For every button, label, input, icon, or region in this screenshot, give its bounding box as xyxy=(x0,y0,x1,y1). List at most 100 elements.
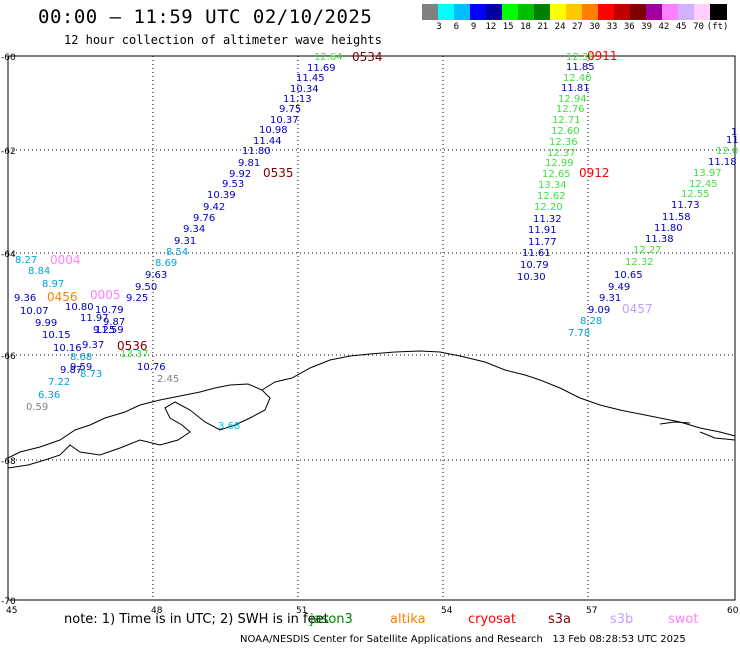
graticule xyxy=(8,56,735,600)
pass-id-label: 0005 xyxy=(90,288,121,302)
wave-height-label: 9.36 xyxy=(14,293,36,304)
wave-height-label: 12.36 xyxy=(549,137,578,148)
wave-height-label: 10.65 xyxy=(614,270,643,281)
legend-item-s3a: s3a xyxy=(548,612,572,627)
lon-label: 48 xyxy=(151,606,163,616)
lat-label: -62 xyxy=(1,147,16,157)
wave-height-label: 8.68 xyxy=(70,352,92,363)
wave-height-label: 11.59 xyxy=(95,325,124,336)
wave-height-label: 11.32 xyxy=(533,214,562,225)
wave-height-label: 11.91 xyxy=(528,225,557,236)
scale-swatch xyxy=(630,4,647,20)
scale-swatch xyxy=(518,4,535,20)
scale-swatch xyxy=(470,4,487,20)
scale-label: (ft) xyxy=(706,22,729,32)
wave-height-label: 9.25 xyxy=(93,325,115,336)
wave-height-label: 9.34 xyxy=(183,224,205,235)
wave-height-label: 9.87 xyxy=(60,365,82,376)
pass-id-label: 0456 xyxy=(47,290,78,304)
scale-swatch xyxy=(614,4,631,20)
wave-height-label: 9.76 xyxy=(193,213,215,224)
wave-height-label: 10.79 xyxy=(95,305,124,316)
map-title: 00:00 – 11:59 UTC 02/10/2025 xyxy=(38,6,373,28)
wave-height-label: 11.97 xyxy=(80,313,109,324)
wave-height-label: 9.81 xyxy=(238,158,260,169)
wave-height-label: 9.37 xyxy=(82,340,104,351)
wave-height-label: 12.40 xyxy=(563,73,592,84)
wave-height-label: 12.99 xyxy=(545,158,574,169)
scale-label: 3 xyxy=(436,22,442,32)
wave-height-label: 7.78 xyxy=(568,328,590,339)
wave-height-label: 12.94 xyxy=(558,94,587,105)
wave-height-label: 10.39 xyxy=(207,190,236,201)
wave-height-label: 9.92 xyxy=(229,169,251,180)
wave-height-label: 6.36 xyxy=(38,390,60,401)
footer-credit: NOAA/NESDIS Center for Satellite Applica… xyxy=(240,634,686,645)
lon-label: 60 xyxy=(727,606,739,616)
wave-height-label: 12.20 xyxy=(534,202,563,213)
wave-height-label: 10.07 xyxy=(20,306,49,317)
scale-swatch xyxy=(582,4,599,20)
wave-height-label: 12.32 xyxy=(625,257,654,268)
wave-height-label: 13.97 xyxy=(693,168,722,179)
wave-height-label: 10.98 xyxy=(259,125,288,136)
wave-height-label: 2.45 xyxy=(157,374,179,385)
pass-id-label: 0912 xyxy=(579,166,610,180)
wave-height-label: 12.64 xyxy=(314,52,343,63)
scale-swatch xyxy=(486,4,503,20)
wave-height-label: 9.31 xyxy=(174,236,196,247)
lon-label: 51 xyxy=(296,606,307,616)
wave-height-label: 9.53 xyxy=(222,179,244,190)
wave-height-label: 9.25 xyxy=(126,293,148,304)
scale-label: 18 xyxy=(520,22,531,32)
wave-height-label: 12.76 xyxy=(556,104,585,115)
legend-item-cryosat: cryosat xyxy=(468,612,516,627)
wave-height-label: 8.54 xyxy=(166,247,188,258)
legend-item-swot: swot xyxy=(668,612,699,627)
wave-height-label: 11.18 xyxy=(708,157,737,168)
wave-height-label: 9.75 xyxy=(279,104,301,115)
wave-height-label: 11.77 xyxy=(528,237,557,248)
scale-label: 21 xyxy=(537,22,549,32)
wave-height-label: 9.50 xyxy=(135,282,157,293)
note-text: note: 1) Time is in UTC; 2) SWH is in fe… xyxy=(64,612,329,627)
pass-id-label: 0004 xyxy=(50,253,81,267)
wave-height-label: 9.63 xyxy=(145,270,167,281)
wave-height-label: 8.69 xyxy=(155,258,177,269)
wave-height-label: 11.81 xyxy=(561,83,590,94)
wave-height-label: 12.0 xyxy=(716,146,738,157)
lat-label: -64 xyxy=(1,250,16,260)
wave-height-label: 12.37 xyxy=(547,148,576,159)
axis-labels: 45 48 51 54 57 60 -60 -62 -64 -66 -68 -70 xyxy=(1,53,739,616)
scale-label: 70 xyxy=(693,22,704,32)
wave-height-label: 9.09 xyxy=(588,305,610,316)
wave-height-label: 12.71 xyxy=(552,115,581,126)
wave-height-label: 11.80 xyxy=(654,223,683,234)
legend-item-altika: altika xyxy=(390,612,426,627)
wave-height-label: 9.99 xyxy=(35,318,57,329)
wave-height-label: 9.87 xyxy=(103,317,125,328)
pass-id-label: 0534 xyxy=(352,50,383,64)
wave-height-label: 12.62 xyxy=(537,191,566,202)
wave-height-label: 11.69 xyxy=(307,63,336,74)
wave-height-label: 11.44 xyxy=(253,136,282,147)
wave-height-label: 8.84 xyxy=(28,266,50,277)
wave-height-label: 13.37 xyxy=(120,349,149,360)
scale-label: 15 xyxy=(502,22,514,32)
antarctic-coastline xyxy=(7,350,736,469)
wave-height-label: 10.16 xyxy=(53,343,82,354)
scale-swatch xyxy=(566,4,583,20)
wave-height-label: 13.34 xyxy=(538,180,567,191)
wave-height-label: 12.27 xyxy=(633,245,662,256)
wave-height-label: 10.79 xyxy=(520,260,549,271)
pass-id-label: 0536 xyxy=(117,339,148,353)
wave-height-label: 10.80 xyxy=(65,302,94,313)
scale-swatch xyxy=(502,4,519,20)
scale-swatch xyxy=(534,4,551,20)
wave-height-label: 1 xyxy=(731,127,737,138)
wave-height-label: 9.31 xyxy=(599,293,621,304)
wave-height-label: 8.28 xyxy=(580,316,602,327)
map-subtitle: 12 hour collection of altimeter wave hei… xyxy=(64,33,382,47)
lon-label: 57 xyxy=(586,606,597,616)
wave-height-label: 10.34 xyxy=(290,84,319,95)
